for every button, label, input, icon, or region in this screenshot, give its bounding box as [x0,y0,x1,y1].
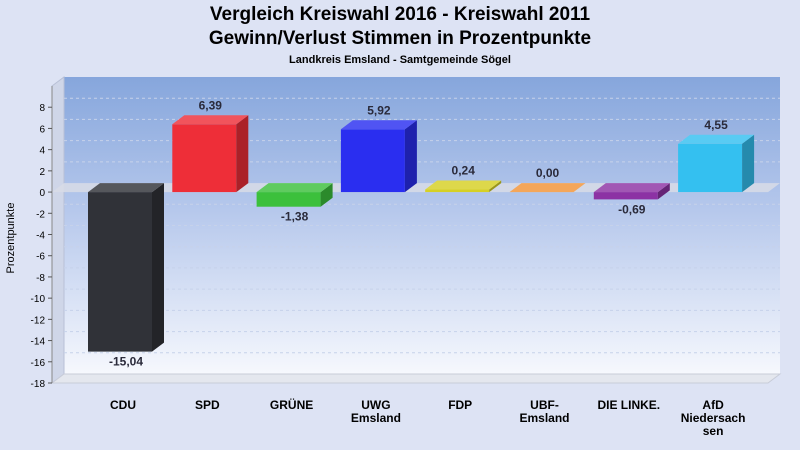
x-tick-label: Emsland [351,411,401,425]
data-label-2: -1,38 [281,210,309,224]
data-label-7: 4,55 [704,118,728,132]
y-tick-label: -16 [31,358,46,369]
bar-side-3 [404,120,417,193]
x-tick-label: sen [703,424,724,438]
bar-side-1 [236,115,249,193]
data-label-3: 5,92 [367,103,391,117]
y-tick-label: 0 [39,188,45,199]
y-tick-label: -10 [31,294,46,305]
bar-side-2 [320,183,333,207]
plot-floor [50,373,782,384]
x-tick-label: Emsland [519,411,569,425]
chart-region-label: Landkreis Emsland - Samtgemeinde Sögel [289,54,511,66]
y-tick-label: -12 [31,315,46,326]
x-tick-label: SPD [195,398,220,412]
bar-4 [425,189,490,193]
bar-7 [678,143,743,193]
y-tick-label: -6 [36,252,45,263]
x-tick-label: UWG [361,398,390,412]
bar-side-0 [152,183,164,352]
y-tick-label: -14 [31,337,46,348]
y-tick-label: 2 [39,167,45,178]
data-label-4: 0,24 [452,164,476,178]
bar-2 [256,192,321,207]
data-label-1: 6,39 [199,98,223,112]
bar-top-1 [172,115,249,125]
x-tick-label: AfD [702,398,724,412]
data-label-6: -0,69 [618,202,646,216]
x-tick-label: CDU [110,398,136,412]
y-tick-label: -8 [36,273,45,284]
data-label-5: 0,00 [536,166,560,180]
chart-subtitle: Gewinn/Verlust Stimmen in Prozentpunkte [208,28,592,49]
x-tick-label: DIE LINKE. [597,398,660,412]
bar-top-4 [425,180,502,190]
y-tick-label: -4 [36,231,45,242]
bar-top-3 [340,120,417,130]
y-tick-label: -2 [36,209,45,220]
bar-top-2 [256,183,333,193]
bar-side-7 [742,134,755,193]
y-tick-label: -18 [31,379,46,390]
x-tick-label: Niedersach [681,411,746,425]
bar-top-6 [593,183,670,193]
bar-1 [172,124,237,193]
bar-3 [340,129,405,193]
plot-side-wall [51,76,65,384]
y-tick-label: 8 [39,103,45,114]
x-tick-label: UBF- [530,398,559,412]
bar-side-4 [489,180,502,193]
bar-top-7 [678,134,755,144]
y-tick-label: 4 [39,146,45,157]
bar-side-6 [657,183,670,200]
bar-top-0 [88,183,164,193]
y-tick-label: 6 [39,124,45,135]
x-tick-label: FDP [448,398,472,412]
x-tick-label: GRÜNE [270,397,313,412]
bar-top-5 [509,183,586,193]
bar-6 [593,192,658,200]
chart-title: Vergleich Kreiswahl 2016 - Kreiswahl 201… [209,4,591,25]
data-label-0: -15,04 [109,355,143,369]
bar-0 [88,192,152,352]
